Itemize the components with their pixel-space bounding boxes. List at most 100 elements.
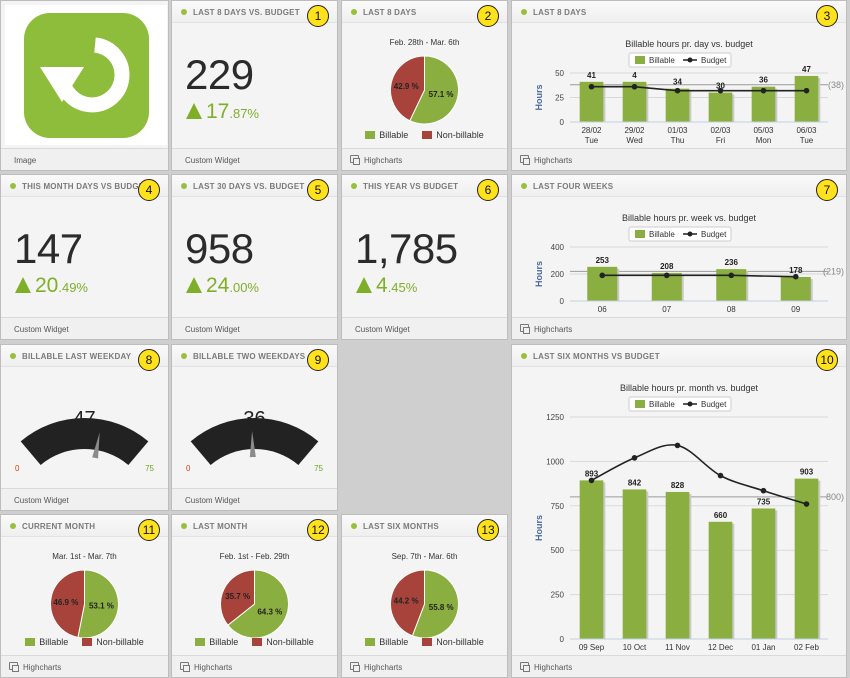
budget-point[interactable] [803,87,810,94]
chart-legend[interactable]: Billable Non-billable [1,637,168,647]
legend-billable-swatch [25,638,36,646]
gauge-chart: 47075 [15,408,155,473]
budget-point[interactable] [674,87,681,94]
bar-data-label: 253 [596,256,610,265]
widget-footer: Highcharts [512,655,846,677]
x-tick-sublabel: Mon [756,136,772,145]
pie-slice-nonbillable[interactable] [390,569,425,637]
bar-billable[interactable] [794,75,819,122]
bar-data-label: 30 [716,82,725,91]
pie-widget-last-month[interactable]: Last month 12 Feb. 1st - Feb. 29th 64.3 % 35… [171,514,338,678]
bar-widget-last-four-weeks[interactable]: Last four weeks 7 Billable hours pr. week … [511,174,847,340]
bar-widget-last-six-months[interactable]: Last six months vs budget 10 Billable hour… [511,344,847,678]
widget-header[interactable]: This month days vs budget [1,175,168,197]
widget-header[interactable]: This year vs budget [342,175,507,197]
legend-billable-swatch [635,230,645,238]
bar-billable[interactable] [579,480,604,639]
trend-up-icon [186,103,202,119]
image-widget[interactable]: Image [0,0,169,171]
bar-billable[interactable] [708,92,733,122]
pie-slice-nonbillable[interactable] [390,55,425,122]
bar-billable[interactable] [579,81,604,122]
pie-widget-current-month[interactable]: Current month 11 Mar. 1st - Mar. 7th 53.1 %… [0,514,169,678]
bar-billable[interactable] [751,86,776,122]
budget-point[interactable] [588,83,595,90]
widget-header[interactable]: Last six months [342,515,507,537]
pie-slice-billable[interactable] [227,569,289,639]
widget-header[interactable]: Last month [172,515,337,537]
kpi-widget-last-8-days[interactable]: Last 8 days vs. budget 1 229 17.87% Cust… [171,0,338,171]
legend-billable-swatch [635,400,645,408]
budget-point[interactable] [803,501,810,507]
chart-legend[interactable]: Billable Non-billable [172,637,337,647]
pie-slice-billable[interactable] [411,569,459,639]
chart-legend[interactable]: Billable Non-billable [342,130,507,140]
x-tick-label: 02 Feb [794,643,819,652]
chart-legend[interactable]: Billable Budget [628,226,732,242]
pie-slice-billable[interactable] [409,55,459,125]
bar-billable[interactable] [780,276,811,301]
bar-billable[interactable] [665,491,690,639]
kpi-change-integer: 17 [206,100,230,123]
widget-number-badge: 7 [816,179,838,201]
bar-billable[interactable] [587,266,618,301]
widget-header[interactable]: Last 8 days [512,1,846,23]
bar-data-label: 4 [632,71,637,80]
widget-header[interactable]: Last 30 days vs. budget [172,175,337,197]
budget-point[interactable] [760,487,767,494]
pie-slice-billable[interactable] [77,569,119,639]
bar-data-label: 735 [757,497,771,506]
pie-label-billable: 53.1 % [89,602,114,611]
kpi-widget-last-30-days[interactable]: Last 30 days vs. budget 5 958 24.00% Cus… [171,174,338,340]
gauge-widget-last-weekday[interactable]: Billable last weekday847075Custom Widget [0,344,169,511]
widget-footer: Highcharts [512,317,846,339]
chart-legend[interactable]: Billable Budget [628,52,732,68]
kpi-widget-this-year[interactable]: This year vs budget 6 1,785 4.45% Custom… [341,174,508,340]
widget-number-badge: 6 [477,179,499,201]
y-tick-label: 400 [551,243,565,252]
gauge-widget-two-weekdays-ago[interactable]: Billable two weekdays ago936075Custom Wi… [171,344,338,511]
bar-billable[interactable] [622,489,647,639]
budget-point[interactable] [674,442,681,449]
bar-data-label: 47 [802,65,811,74]
kpi-widget-this-month[interactable]: This month days vs budget 4 147 20.49% C… [0,174,169,340]
budget-point[interactable] [599,272,606,279]
bar-billable[interactable] [665,88,690,122]
footer-label: Highcharts [364,156,403,165]
budget-point[interactable] [588,477,595,484]
widget-header[interactable]: Last four weeks [512,175,846,197]
legend-billable-swatch [635,56,645,64]
pie-widget-last-8-days[interactable]: Last 8 days 2 Feb. 28th - Mar. 6th 57.1 % 42… [341,0,508,171]
widget-header[interactable]: Billable last weekday [1,345,168,367]
bar-billable[interactable] [622,81,647,122]
budget-point[interactable] [792,273,799,280]
status-dot-icon [181,523,187,529]
budget-point[interactable] [663,272,670,279]
budget-point[interactable] [631,455,638,461]
widget-header[interactable]: Last 8 days vs. budget [172,1,337,23]
chart-legend[interactable]: Billable Budget [628,396,732,412]
bar-billable[interactable] [708,521,733,639]
budget-point[interactable] [760,87,767,94]
pie-slice-nonbillable[interactable] [50,569,85,638]
budget-point[interactable] [717,87,724,94]
widget-header[interactable]: Last six months vs budget [512,345,846,367]
pie-slice-nonbillable[interactable] [220,569,255,626]
widget-header[interactable]: Current month [1,515,168,537]
refresh-logo-icon [24,13,149,138]
pie-label-billable: 57.1 % [429,90,454,99]
widget-number-badge: 12 [307,519,329,541]
bar-data-label: 842 [628,478,642,487]
y-tick-label: 250 [551,591,565,600]
widget-header[interactable]: Last 8 days [342,1,507,23]
bar-billable[interactable] [751,508,776,639]
widget-header[interactable]: Billable two weekdays ago [172,345,337,367]
chart-subtitle: Mar. 1st - Mar. 7th [52,552,116,561]
pie-widget-last-six-months[interactable]: Last six months 13 Sep. 7th - Mar. 6th 55.8… [341,514,508,678]
bar-billable[interactable] [794,478,819,639]
budget-point[interactable] [631,83,638,90]
bar-widget-last-8-days[interactable]: Last 8 days 3 Billable hours pr. day vs. b… [511,0,847,171]
budget-point[interactable] [728,272,735,279]
budget-point[interactable] [717,472,724,479]
chart-legend[interactable]: Billable Non-billable [342,637,507,647]
